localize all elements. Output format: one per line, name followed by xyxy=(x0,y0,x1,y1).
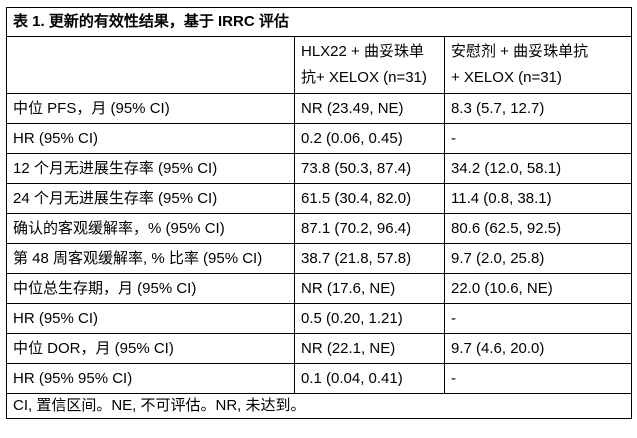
value-hlx22: 87.1 (70.2, 96.4) xyxy=(294,213,445,244)
row-label: 中位 DOR，月 (95% CI) xyxy=(6,333,295,364)
row-label: 24 个月无进展生存率 (95% CI) xyxy=(6,183,295,214)
table-footnote-row: CI, 置信区间。NE, 不可评估。NR, 未达到。 xyxy=(5,393,633,419)
value-placebo: 22.0 (10.6, NE) xyxy=(443,273,633,304)
value-hlx22: 61.5 (30.4, 82.0) xyxy=(294,183,445,214)
row-label: HR (95% CI) xyxy=(6,303,295,334)
row-label: 确认的客观缓解率，% (95% CI) xyxy=(6,213,295,244)
value-placebo: 34.2 (12.0, 58.1) xyxy=(443,153,633,184)
value-hlx22: 0.5 (0.20, 1.21) xyxy=(294,303,445,334)
efficacy-results-table: 表 1. 更新的有效性结果，基于 IRRC 评估 HLX22 + 曲妥珠单 抗+… xyxy=(5,7,633,419)
table-row: 确认的客观缓解率，% (95% CI) 87.1 (70.2, 96.4) 80… xyxy=(6,213,633,244)
table-row: HR (95% CI) 0.2 (0.06, 0.45) - xyxy=(6,123,633,154)
table-row: 中位 DOR，月 (95% CI) NR (22.1, NE) 9.7 (4.6… xyxy=(6,333,633,364)
row-label: 中位总生存期，月 (95% CI) xyxy=(6,273,295,304)
value-hlx22: 73.8 (50.3, 87.4) xyxy=(294,153,445,184)
row-label: 12 个月无进展生存率 (95% CI) xyxy=(6,153,295,184)
value-hlx22: NR (23.49, NE) xyxy=(294,93,445,124)
value-placebo: 11.4 (0.8, 38.1) xyxy=(443,183,633,214)
value-placebo: 9.7 (2.0, 25.8) xyxy=(443,243,633,274)
row-label: HR (95% CI) xyxy=(6,123,295,154)
table-row: 12 个月无进展生存率 (95% CI) 73.8 (50.3, 87.4) 3… xyxy=(6,153,633,184)
table-title-row: 表 1. 更新的有效性结果，基于 IRRC 评估 xyxy=(5,7,633,37)
value-placebo: - xyxy=(443,123,633,154)
header-empty-cell xyxy=(6,36,295,94)
value-hlx22: NR (17.6, NE) xyxy=(294,273,445,304)
header-placebo-arm: 安慰剂 + 曲妥珠单抗 + XELOX (n=31) xyxy=(443,36,633,94)
table-row: 第 48 周客观缓解率, % 比率 (95% CI) 38.7 (21.8, 5… xyxy=(6,243,633,274)
table-row: HR (95% 95% CI) 0.1 (0.04, 0.41) - xyxy=(6,363,633,394)
row-label: HR (95% 95% CI) xyxy=(6,363,295,394)
row-label: 中位 PFS，月 (95% CI) xyxy=(6,93,295,124)
header-hlx22-arm: HLX22 + 曲妥珠单 抗+ XELOX (n=31) xyxy=(294,36,445,94)
value-hlx22: NR (22.1, NE) xyxy=(294,333,445,364)
table-header-row: HLX22 + 曲妥珠单 抗+ XELOX (n=31) 安慰剂 + 曲妥珠单抗… xyxy=(6,36,633,94)
value-placebo: - xyxy=(443,363,633,394)
table-row: 中位总生存期，月 (95% CI) NR (17.6, NE) 22.0 (10… xyxy=(6,273,633,304)
row-label: 第 48 周客观缓解率, % 比率 (95% CI) xyxy=(6,243,295,274)
value-placebo: - xyxy=(443,303,633,334)
table-footnote: CI, 置信区间。NE, 不可评估。NR, 未达到。 xyxy=(5,393,633,419)
table-row: 24 个月无进展生存率 (95% CI) 61.5 (30.4, 82.0) 1… xyxy=(6,183,633,214)
table-row: 中位 PFS，月 (95% CI) NR (23.49, NE) 8.3 (5.… xyxy=(6,93,633,124)
table-row: HR (95% CI) 0.5 (0.20, 1.21) - xyxy=(6,303,633,334)
value-placebo: 8.3 (5.7, 12.7) xyxy=(443,93,633,124)
value-placebo: 80.6 (62.5, 92.5) xyxy=(443,213,633,244)
value-hlx22: 0.1 (0.04, 0.41) xyxy=(294,363,445,394)
value-placebo: 9.7 (4.6, 20.0) xyxy=(443,333,633,364)
table-title: 表 1. 更新的有效性结果，基于 IRRC 评估 xyxy=(5,7,633,37)
value-hlx22: 0.2 (0.06, 0.45) xyxy=(294,123,445,154)
value-hlx22: 38.7 (21.8, 57.8) xyxy=(294,243,445,274)
